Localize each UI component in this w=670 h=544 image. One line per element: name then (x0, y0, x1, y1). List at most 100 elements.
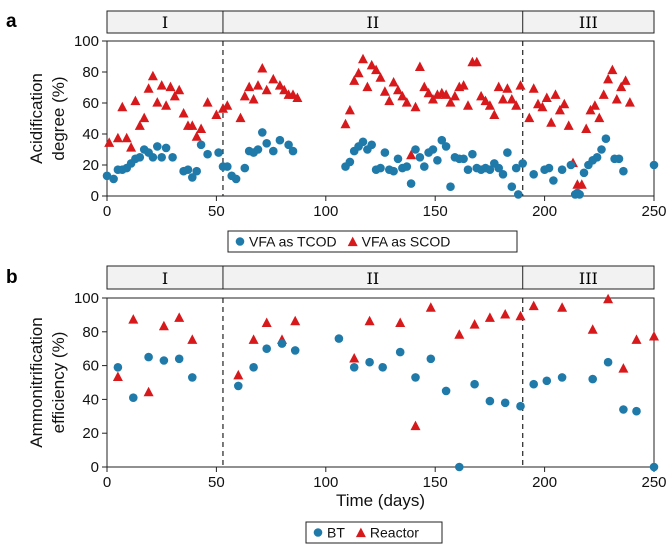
data-point-circle (566, 160, 576, 170)
data-point-circle (614, 154, 624, 164)
data-point-circle (494, 163, 504, 173)
data-point-triangle (239, 90, 250, 101)
data-point-triangle (112, 132, 123, 143)
data-point-triangle (594, 112, 605, 123)
data-point-triangle (445, 97, 456, 107)
data-point-circle (426, 354, 436, 364)
data-point-triangle (528, 300, 539, 311)
data-point-circle (511, 163, 521, 173)
data-point-circle (441, 386, 451, 396)
data-point-circle (214, 148, 223, 157)
data-point-triangle (126, 142, 137, 152)
data-point-triangle (469, 319, 480, 329)
data-point-triangle (557, 302, 568, 312)
data-point-triangle (104, 137, 115, 147)
data-point-circle (269, 146, 278, 156)
data-point-circle (240, 163, 250, 173)
data-point-circle (376, 163, 385, 173)
data-point-triangle (414, 61, 425, 71)
phase-bar (106, 10, 655, 34)
y-tick-label: 80 (82, 324, 99, 341)
data-point-triangle (139, 112, 150, 123)
data-point-circle (549, 176, 558, 185)
data-point-circle (455, 462, 464, 472)
data-point-circle (290, 346, 300, 355)
data-point-circle (411, 145, 420, 154)
data-point-circle (135, 153, 145, 162)
data-point-triangle (598, 89, 609, 99)
data-point-triangle (631, 334, 642, 344)
data-point-circle (516, 401, 525, 411)
data-point-circle (196, 140, 206, 150)
data-point-triangle (388, 77, 399, 87)
x-tick-label: 200 (532, 203, 557, 220)
data-point-circle (468, 149, 477, 159)
y-tick-label: 80 (82, 64, 99, 81)
data-point-triangle (248, 94, 259, 104)
data-point-triangle (397, 90, 408, 101)
data-point-triangle (147, 70, 158, 81)
phase-label: III (579, 13, 598, 32)
data-point-triangle (401, 97, 412, 107)
phase-label: II (367, 269, 380, 288)
y-axis-label: efficiency (%) (49, 332, 68, 434)
data-point-triangle (563, 120, 574, 130)
data-point-triangle (134, 120, 145, 130)
data-point-triangle (222, 100, 233, 110)
data-point-circle (231, 174, 241, 184)
legend: BT Reactor (305, 521, 443, 544)
data-point-triangle (511, 100, 522, 110)
data-point-circle (174, 354, 184, 364)
data-point-circle (129, 393, 138, 403)
legend-marker-triangle (347, 236, 358, 247)
data-point-triangle (624, 97, 635, 107)
data-point-circle (529, 170, 538, 179)
data-point-circle (597, 145, 606, 154)
phase-bar (106, 265, 655, 290)
data-point-triangle (500, 309, 511, 319)
plot-frame (106, 40, 655, 197)
legend-marker-circle (313, 528, 323, 537)
x-tick-label: 250 (641, 474, 666, 491)
data-point-circle (349, 363, 359, 372)
data-point-circle (234, 381, 243, 391)
data-point-circle (144, 352, 153, 362)
data-point-circle (592, 153, 602, 162)
data-point-circle (159, 356, 169, 365)
data-point-triangle (620, 75, 631, 85)
data-point-triangle (211, 109, 222, 119)
data-point-circle (503, 148, 512, 157)
legend-label: Reactor (370, 525, 419, 541)
data-point-triangle (603, 73, 614, 84)
y-tick-label: 20 (82, 425, 99, 442)
data-point-circle (459, 154, 468, 164)
data-point-circle (437, 135, 447, 145)
data-point-circle (446, 182, 455, 191)
data-point-triangle (410, 101, 421, 112)
data-point-triangle (362, 81, 373, 92)
data-point-triangle (375, 72, 386, 82)
x-tick-label: 0 (103, 203, 111, 220)
data-point-triangle (384, 95, 395, 106)
data-point-triangle (121, 132, 132, 143)
data-point-circle (277, 339, 287, 348)
data-point-circle (588, 374, 597, 384)
data-point-triangle (196, 123, 207, 133)
data-point-circle (557, 373, 567, 382)
data-point-triangle (366, 59, 377, 70)
data-point-triangle (493, 81, 504, 92)
data-point-circle (188, 373, 197, 382)
data-point-circle (402, 162, 412, 171)
data-point-circle (345, 157, 355, 167)
data-point-triangle (353, 67, 364, 78)
data-point-circle (433, 156, 442, 165)
data-point-triangle (425, 302, 436, 312)
data-point-circle (395, 347, 405, 357)
y-axis-label: degree (%) (49, 76, 68, 160)
data-point-triangle (476, 90, 487, 101)
data-point-triangle (152, 97, 163, 107)
data-point-triangle (349, 353, 360, 363)
data-point-circle (109, 174, 118, 184)
data-point-circle (420, 162, 429, 171)
